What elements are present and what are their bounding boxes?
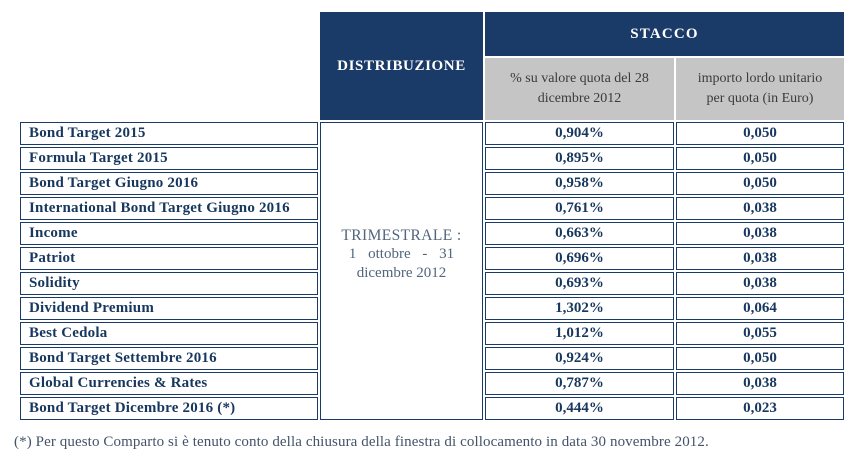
table-row: Bond Target Giugno 2016 0,958% 0,050 bbox=[20, 172, 845, 195]
fund-name-cell: Dividend Premium bbox=[20, 297, 318, 320]
table-row: Solidity 0,693% 0,038 bbox=[20, 272, 845, 295]
fund-name-cell: Best Cedola bbox=[20, 322, 318, 345]
table-row: Bond Target Dicembre 2016 (*) 0,444% 0,0… bbox=[20, 397, 845, 420]
fund-name-cell: Bond Target Dicembre 2016 (*) bbox=[20, 397, 318, 420]
pct-cell: 0,761% bbox=[485, 197, 674, 220]
amount-cell: 0,038 bbox=[676, 222, 845, 245]
distribuzione-header-cell: DISTRIBUZIONE bbox=[320, 12, 483, 120]
amount-cell: 0,050 bbox=[676, 172, 845, 195]
table-row: Income 0,663% 0,038 bbox=[20, 222, 845, 245]
blank-corner-cell bbox=[20, 12, 318, 120]
stacco-header-cell: STACCO bbox=[485, 12, 845, 56]
period-line2: dicembre 2012 bbox=[356, 264, 447, 281]
amount-cell: 0,038 bbox=[676, 247, 845, 270]
amount-cell: 0,050 bbox=[676, 347, 845, 370]
fund-name-cell: Bond Target Settembre 2016 bbox=[20, 347, 318, 370]
pct-column-header: % su valore quota del 28 dicembre 2012 bbox=[485, 58, 674, 120]
table-row: Patriot 0,696% 0,038 bbox=[20, 247, 845, 270]
table-row: Best Cedola 1,012% 0,055 bbox=[20, 322, 845, 345]
pct-cell: 0,904% bbox=[485, 122, 674, 145]
footnote: (*) Per questo Comparto si è tenuto cont… bbox=[14, 434, 709, 450]
fund-name-cell: Formula Target 2015 bbox=[20, 147, 318, 170]
amount-cell: 0,050 bbox=[676, 122, 845, 145]
fund-name-cell: Income bbox=[20, 222, 318, 245]
header-row-top: DISTRIBUZIONE STACCO bbox=[20, 12, 845, 120]
table-row: Bond Target 2015 TRIMESTRALE : 1 ottobre… bbox=[20, 122, 845, 420]
pct-cell: 1,302% bbox=[485, 297, 674, 320]
distribution-table: DISTRIBUZIONE STACCO % su valore quota d… bbox=[18, 10, 846, 422]
fund-name-cell: Bond Target Giugno 2016 bbox=[20, 172, 318, 195]
fund-name-cell: Global Currencies & Rates bbox=[20, 372, 318, 395]
pct-cell: 0,444% bbox=[485, 397, 674, 420]
pct-cell: 0,895% bbox=[485, 147, 674, 170]
frequency-label: TRIMESTRALE : bbox=[341, 226, 462, 244]
table-row: Dividend Premium 1,302% 0,064 bbox=[20, 297, 845, 320]
pct-cell: 0,693% bbox=[485, 272, 674, 295]
table-row: Formula Target 2015 0,895% 0,050 bbox=[20, 147, 845, 170]
amount-cell: 0,038 bbox=[676, 272, 845, 295]
table-row: International Bond Target Giugno 2016 0,… bbox=[20, 197, 845, 220]
pct-cell: 0,696% bbox=[485, 247, 674, 270]
amount-cell: 0,038 bbox=[676, 197, 845, 220]
header-row-sub: % su valore quota del 28 dicembre 2012 i… bbox=[20, 58, 845, 120]
pct-cell: 0,924% bbox=[485, 347, 674, 370]
amount-cell: 0,055 bbox=[676, 322, 845, 345]
pct-cell: 0,958% bbox=[485, 172, 674, 195]
amount-cell: 0,050 bbox=[676, 147, 845, 170]
amount-column-header: importo lordo unitario per quota (in Eur… bbox=[676, 58, 845, 120]
distribution-period-cell: TRIMESTRALE : 1 ottobre - 31 dicembre 20… bbox=[320, 122, 483, 420]
fund-name-cell: Bond Target 2015 bbox=[20, 122, 318, 145]
amount-cell: 0,064 bbox=[676, 297, 845, 320]
amount-cell: 0,038 bbox=[676, 372, 845, 395]
fund-name-cell: Solidity bbox=[20, 272, 318, 295]
amount-cell: 0,023 bbox=[676, 397, 845, 420]
table-row: Bond Target Settembre 2016 0,924% 0,050 bbox=[20, 347, 845, 370]
pct-cell: 0,663% bbox=[485, 222, 674, 245]
table-row: Global Currencies & Rates 0,787% 0,038 bbox=[20, 372, 845, 395]
fund-name-cell: Patriot bbox=[20, 247, 318, 270]
fund-name-cell: International Bond Target Giugno 2016 bbox=[20, 197, 318, 220]
period-line1: 1 ottobre - 31 bbox=[348, 245, 455, 262]
pct-cell: 0,787% bbox=[485, 372, 674, 395]
distribution-period-text: TRIMESTRALE : 1 ottobre - 31 dicembre 20… bbox=[322, 226, 481, 317]
pct-cell: 1,012% bbox=[485, 322, 674, 345]
